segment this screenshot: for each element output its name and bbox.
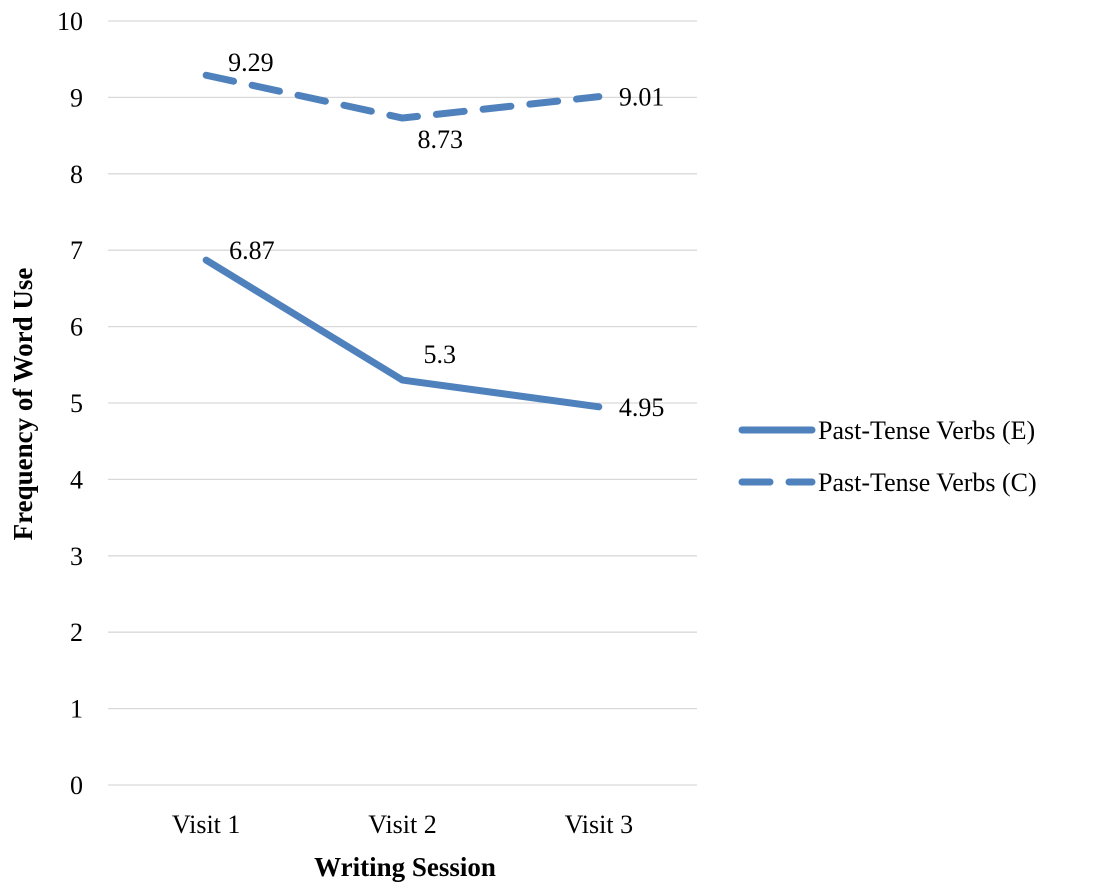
gridlines [108,20,697,786]
y-tick-label: 1 [70,695,83,724]
y-axis-ticks: 0 1 2 3 4 5 6 7 8 9 10 [57,7,83,800]
data-label: 9.29 [228,48,274,77]
x-axis-ticks: Visit 1 Visit 2 Visit 3 [172,810,633,839]
data-label: 8.73 [418,125,464,154]
data-label: 9.01 [619,83,665,112]
data-label: 4.95 [619,393,665,422]
y-tick-label: 7 [70,236,83,265]
y-tick-label: 9 [70,83,83,112]
series-line-solid [202,256,603,411]
legend-item: Past-Tense Verbs (C) [738,468,1037,497]
legend-label: Past-Tense Verbs (E) [818,416,1035,445]
series-line-dashed [202,71,603,122]
series-lines [202,71,603,411]
y-tick-label: 4 [70,465,83,494]
y-tick-label: 5 [70,389,83,418]
y-tick-label: 2 [70,618,83,647]
legend: Past-Tense Verbs (E) Past-Tense Verbs (C) [738,416,1037,497]
legend-item: Past-Tense Verbs (E) [738,416,1035,445]
x-axis-title: Writing Session [314,852,496,882]
y-tick-label: 6 [70,313,83,342]
y-tick-label: 3 [70,542,83,571]
y-axis-title: Frequency of Word Use [8,268,38,541]
data-label: 5.3 [424,340,457,369]
y-tick-label: 8 [70,160,83,189]
x-tick-label: Visit 1 [172,810,241,839]
data-labels: 6.87 5.3 4.95 9.29 8.73 9.01 [228,48,664,422]
x-tick-label: Visit 3 [565,810,634,839]
data-label: 6.87 [229,236,275,265]
x-tick-label: Visit 2 [368,810,437,839]
legend-label: Past-Tense Verbs (C) [818,468,1037,497]
y-tick-label: 0 [70,771,83,800]
y-tick-label: 10 [57,7,83,36]
